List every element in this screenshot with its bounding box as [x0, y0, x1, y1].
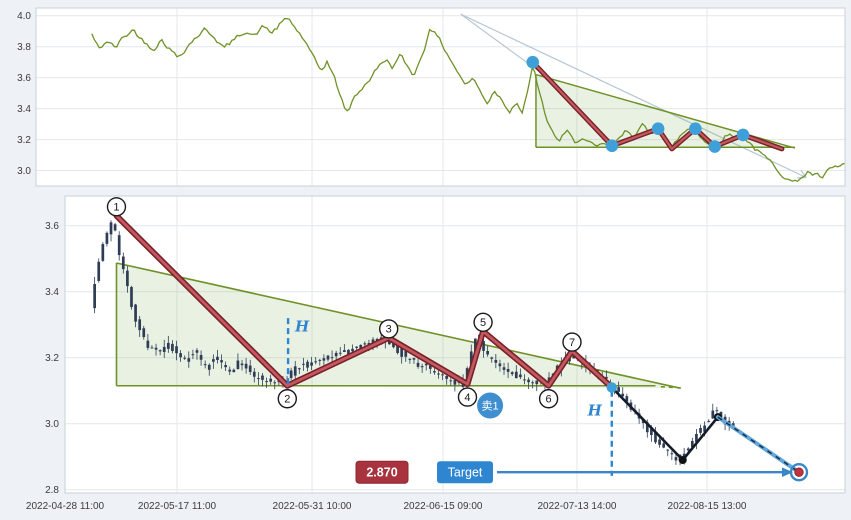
pivot-circle-4 — [457, 387, 478, 407]
bottom-panel-border — [64, 195, 846, 494]
pivot-circle-6 — [538, 389, 559, 409]
pivot-number: 6 — [546, 394, 552, 406]
bottom-y-tick-label: 3.0 — [45, 419, 59, 430]
bottom-panel — [65, 196, 845, 493]
target-price-text: 2.870 — [366, 466, 397, 480]
pivot-number: 5 — [480, 317, 486, 329]
top-y-tick-label: 3.0 — [17, 166, 31, 177]
x-tick-label: 2022-06-15 09:00 — [404, 501, 483, 512]
pivot-number: 4 — [464, 392, 470, 404]
pivot-circle-1 — [106, 197, 127, 217]
pivot-dot — [526, 55, 540, 69]
target-price-badge — [355, 460, 409, 484]
x-tick-label: 2022-04-28 11:00 — [26, 501, 105, 512]
top-y-tick-label: 3.4 — [17, 104, 31, 115]
pivot-dot — [605, 139, 619, 153]
x-tick-label: 2022-05-31 10:00 — [273, 501, 352, 512]
zigzag-bottom — [113, 212, 615, 391]
target-arrowhead-icon — [782, 467, 793, 478]
h-label: H — [587, 402, 603, 420]
top-y-tick-label: 3.8 — [17, 42, 31, 53]
pivot-circle-2 — [277, 389, 297, 409]
pivot-circle-3 — [379, 319, 399, 339]
top-chart — [91, 13, 845, 183]
bottom-y-tick-label: 3.4 — [45, 287, 59, 298]
pivot-number: 7 — [569, 337, 575, 349]
target-annotation: 2.870 Target — [355, 460, 809, 484]
sell-marker: 卖1 — [477, 392, 504, 419]
x-tick-label: 2022-08-15 13:00 — [668, 501, 747, 512]
target-ring — [789, 463, 809, 482]
sell-marker-text: 卖1 — [482, 400, 499, 413]
projected-move — [715, 415, 801, 475]
top-y-tick-label: 3.2 — [17, 135, 31, 146]
x-tick-label: 2022-05-17 11:00 — [138, 501, 217, 512]
pivot-circle-7 — [562, 332, 582, 352]
x-tick-label: 2022-07-13 14:00 — [538, 501, 617, 512]
top-y-tick-label: 4.0 — [17, 11, 31, 22]
pivot-number: 3 — [386, 324, 392, 336]
pivot-dot — [736, 128, 750, 142]
pivot-dot — [708, 140, 722, 153]
sell-marker-bubble — [477, 392, 504, 419]
pivot-numbers: 1 2 3 4 5 6 7 — [106, 197, 582, 409]
measured-moves: HH — [286, 317, 613, 476]
bottom-y-tick-label: 3.2 — [45, 353, 59, 364]
axis-labels: 4.0 3.8 3.6 3.4 3.2 3.0 3.6 3.4 3.2 3.0 2.8 2022-04… — [17, 11, 747, 512]
pivot-circle-5 — [473, 312, 493, 332]
bottom-y-tick-label: 2.8 — [45, 485, 59, 496]
target-badge-text: Target — [448, 466, 483, 480]
pivot-number: 2 — [284, 394, 290, 406]
h-label: H — [294, 317, 310, 335]
swing-dot — [678, 456, 687, 464]
top-panel-border — [35, 7, 846, 187]
pivot-dot — [651, 122, 665, 136]
top-y-tick-label: 3.6 — [17, 73, 31, 84]
breakdown-dot — [606, 382, 617, 393]
top-panel — [36, 8, 845, 186]
pivot-dot — [689, 122, 702, 136]
target-dot — [794, 467, 804, 477]
pivot-number: 1 — [113, 202, 119, 214]
target-badge — [437, 461, 493, 484]
bottom-y-tick-label: 3.6 — [45, 221, 59, 232]
pivot-dots-top — [526, 55, 750, 153]
